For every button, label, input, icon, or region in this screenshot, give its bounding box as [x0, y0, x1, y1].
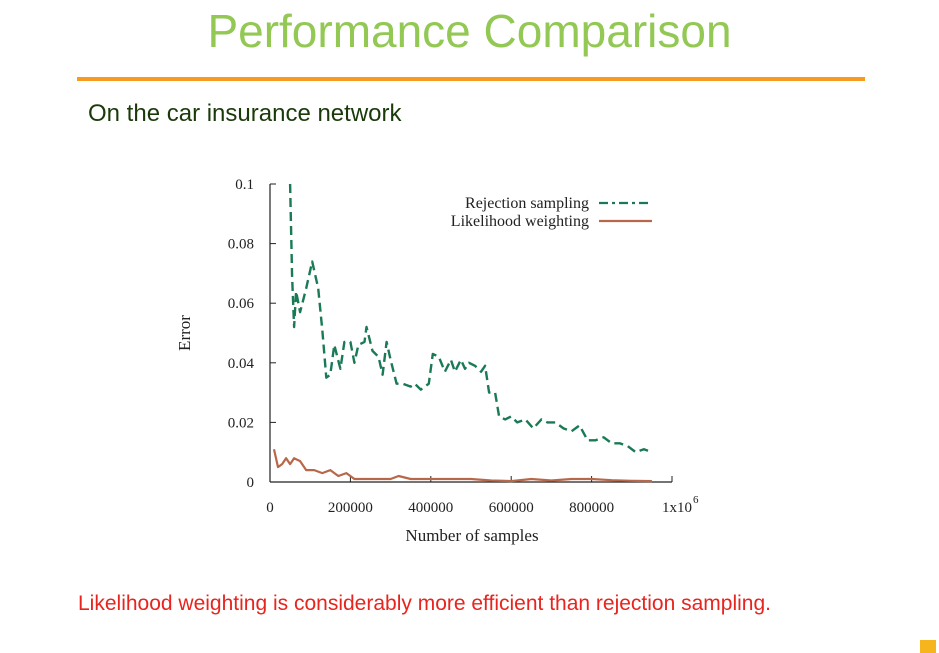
y-tick-label: 0.06	[228, 296, 255, 312]
title-rule	[77, 77, 865, 81]
legend-label: Likelihood weighting	[451, 213, 589, 230]
x-tick-label: 200000	[328, 500, 373, 516]
x-axis-label: Number of samples	[405, 526, 538, 545]
error-chart: 0 0.02 0.04 0.06 0.08 0.1 0 200000 400000 600000…	[175, 177, 699, 545]
x-tick-label: 0	[266, 500, 274, 516]
x-tick-label: 600000	[489, 500, 534, 516]
likelihood-weighting-line	[272, 448, 652, 483]
series-layer	[272, 183, 653, 483]
y-tick-label: 0	[247, 475, 255, 491]
x-tick-label: 400000	[408, 500, 453, 516]
y-tick-label: 0.08	[228, 237, 254, 253]
legend-label: Rejection sampling	[465, 195, 589, 212]
x-tick-exponent: 6	[693, 494, 699, 506]
y-tick-label: 0.02	[228, 415, 254, 431]
slide-title: Performance Comparison	[207, 5, 732, 57]
x-tick-label: 1x10	[662, 500, 692, 516]
x-tick-label: 800000	[569, 500, 614, 516]
x-axis: 0 200000 400000 600000 800000 1x10 6	[266, 476, 699, 516]
corner-marker	[920, 640, 936, 653]
slide-subtitle: On the car insurance network	[88, 100, 402, 127]
y-axis-label: Error	[175, 315, 194, 351]
conclusion-text: Likelihood weighting is considerably mor…	[78, 592, 771, 615]
y-axis: 0 0.02 0.04 0.06 0.08 0.1	[228, 177, 276, 491]
y-tick-label: 0.1	[235, 177, 254, 193]
rejection-sampling-line	[288, 183, 653, 454]
y-tick-label: 0.04	[228, 356, 255, 372]
